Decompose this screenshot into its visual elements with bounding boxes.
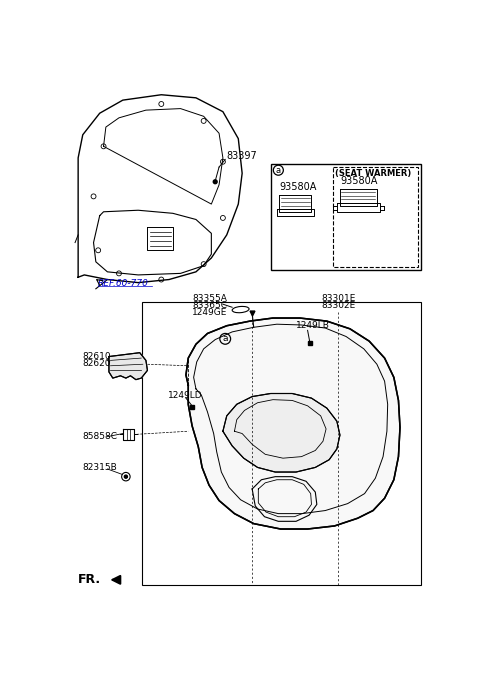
Circle shape [124,475,127,478]
Text: 82610: 82610 [83,352,111,361]
FancyBboxPatch shape [271,164,421,270]
Text: 82620: 82620 [83,359,111,368]
Text: 83365C: 83365C [192,301,227,310]
FancyBboxPatch shape [333,167,418,267]
Text: 85858C: 85858C [83,432,118,441]
Circle shape [213,180,217,184]
Text: 82315B: 82315B [83,463,118,472]
Text: a: a [276,166,281,175]
Text: 83355A: 83355A [192,295,227,303]
Text: a: a [222,334,228,343]
Text: 1249LD: 1249LD [168,390,202,400]
Polygon shape [78,95,242,282]
Polygon shape [104,109,223,204]
Text: 83397: 83397 [227,152,257,161]
Text: 93580A: 93580A [340,176,377,186]
Text: 93580A: 93580A [279,182,316,192]
Text: REF.60-770: REF.60-770 [98,279,149,288]
Polygon shape [186,318,400,529]
FancyBboxPatch shape [142,302,421,585]
Text: 83301E: 83301E [322,295,356,303]
Polygon shape [223,394,340,472]
Text: 83302E: 83302E [322,301,356,310]
Text: 1249LB: 1249LB [296,321,330,330]
Text: 1249GE: 1249GE [192,308,228,317]
Polygon shape [109,353,147,379]
Text: (SEAT WARMER): (SEAT WARMER) [335,168,411,178]
Text: FR.: FR. [78,574,101,586]
